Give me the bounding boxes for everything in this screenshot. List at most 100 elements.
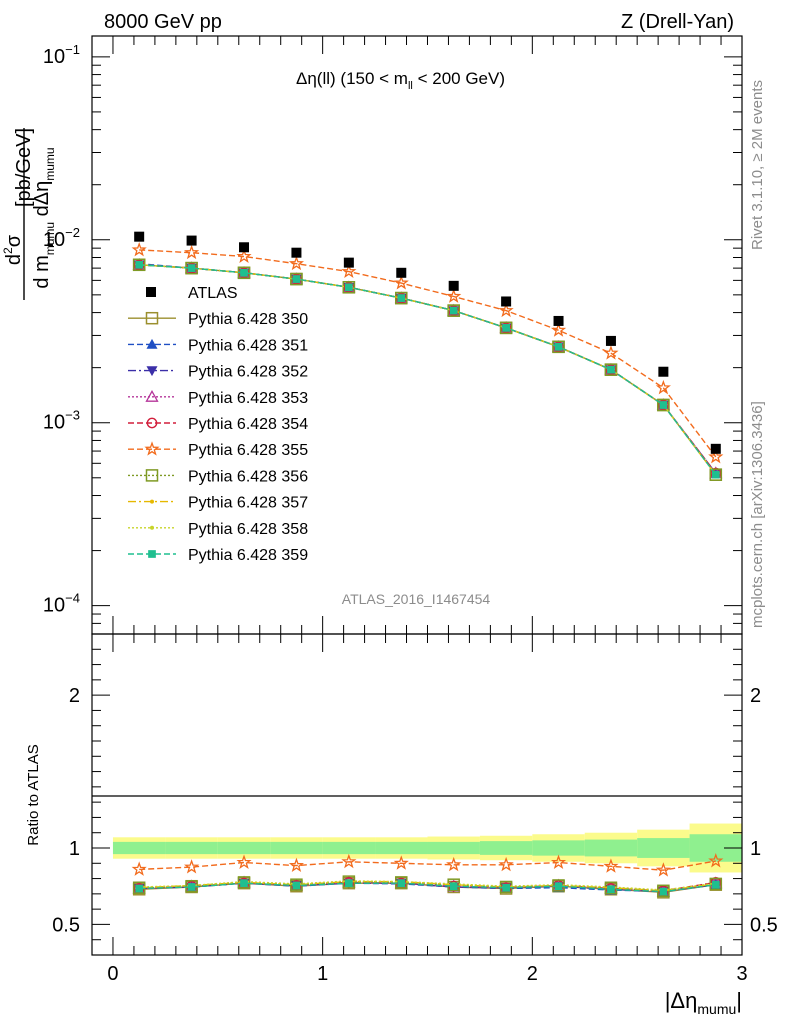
y-ratio-tick-label: 1: [69, 838, 80, 860]
series-359-ratio-point: [607, 885, 615, 894]
legend-357-label: Pythia 6.428 357: [188, 495, 308, 512]
process-label: Z (Drell-Yan): [621, 11, 734, 33]
ratio-band-inner: [112, 841, 166, 855]
ratio-band-inner: [322, 841, 376, 855]
ratio-plot-series: [131, 853, 724, 899]
y-main-tick-label: 10−2: [43, 225, 80, 251]
legend-355-marker: [144, 441, 160, 456]
legend-354-marker: [146, 417, 158, 429]
series-359-ratio-point: [345, 879, 353, 888]
legend-350-marker: [145, 311, 159, 325]
legend-356-label: Pythia 6.428 356: [188, 468, 308, 485]
mcplots-label: mcplots.cern.ch [arXiv:1306.3436]: [749, 401, 766, 628]
series-355-point: [236, 248, 252, 263]
series-354-point: [448, 305, 460, 316]
series-359-point: [397, 294, 406, 302]
series-359-ratio-point: [449, 882, 458, 891]
y-ratio-tick-label-right: 0.5: [750, 914, 778, 936]
series-359-point: [607, 365, 615, 374]
atlas-data-point: [448, 280, 459, 291]
atlas-data-point: [343, 257, 354, 268]
series-358-ratio-line: [139, 880, 716, 891]
y-ratio-tick-label-right: 1: [750, 838, 761, 860]
series-355-ratio-point: [288, 857, 305, 873]
y-ratio-tick-label: 0.5: [52, 914, 80, 936]
series-355-point: [184, 244, 200, 260]
series-355-point: [393, 275, 409, 290]
atlas-data-point: [710, 443, 721, 454]
series-359-ratio-point: [711, 880, 720, 889]
atlas-data-point: [239, 242, 250, 253]
series-359-ratio-point: [397, 879, 406, 888]
series-356-point: [709, 468, 723, 481]
ratio-band-inner: [375, 841, 428, 855]
y-axis-title-main: d2σ d mmumu dΔηmumu [pb/GeV]: [1, 128, 57, 300]
y-ratio-tick-label-right: 2: [750, 685, 761, 707]
legend-351-label: Pythia 6.428 351: [188, 337, 308, 354]
series-354-point: [657, 399, 669, 411]
atlas-data-point: [396, 267, 407, 278]
series-355-point: [603, 345, 619, 360]
atlas-data-point: [291, 247, 302, 258]
series-359-ratio-point: [292, 881, 301, 890]
series-356-point: [447, 304, 460, 317]
energy-label: 8000 GeV pp: [104, 11, 222, 33]
plot-title: Δη(ll) (150 < mll < 200 GeV): [296, 69, 505, 92]
series-356-point: [604, 363, 618, 376]
x-tick-label: 1: [317, 963, 328, 985]
legend-353-marker: [145, 389, 159, 402]
ratio-band-inner: [532, 840, 585, 856]
series-356-point: [657, 398, 670, 412]
atlas-data-point: [605, 335, 616, 346]
series-359-ratio-point: [502, 883, 510, 892]
legend-358-label: Pythia 6.428 358: [188, 521, 308, 538]
series-354-point: [500, 322, 512, 334]
legend-358-marker: [150, 525, 154, 530]
series-356-point: [552, 340, 565, 354]
legend-350-label: Pythia 6.428 350: [188, 311, 308, 328]
y-axis-title-ratio: Ratio to ATLAS: [25, 744, 42, 845]
series-355-ratio-point: [603, 858, 619, 873]
legend-marker-atlas: [146, 287, 156, 297]
ratio-band-inner: [165, 841, 218, 855]
series-359-ratio-point: [240, 879, 248, 888]
y-main-tick-label: 10−1: [43, 42, 80, 68]
series-359-point: [502, 324, 510, 332]
series-359-point: [449, 306, 458, 315]
atlas-data-point: [186, 235, 197, 246]
series-355-point: [655, 379, 671, 395]
x-tick-label: 3: [736, 963, 747, 985]
y-axis-title-units: [pb/GeV]: [13, 128, 35, 207]
series-355-point: [131, 241, 147, 257]
ratio-band-inner: [427, 841, 480, 855]
atlas-data-point: [134, 231, 145, 242]
series-354-point: [395, 292, 407, 304]
atlas-data-point: [501, 296, 512, 307]
legend-353-label: Pythia 6.428 353: [188, 390, 308, 407]
series-355-ratio-point: [446, 856, 462, 872]
ratio-band-inner: [479, 841, 533, 855]
series-354-point: [605, 364, 617, 376]
atlas-data-point: [553, 315, 564, 326]
x-axis-title: |Δηmumu|: [665, 988, 742, 1017]
series-355-point: [288, 255, 305, 271]
series-359-ratio-point: [135, 884, 144, 893]
legend-359-label: Pythia 6.428 359: [188, 547, 308, 564]
series-359-point: [711, 470, 720, 479]
series-359-point: [187, 264, 196, 272]
series-355-point: [708, 448, 724, 464]
legend-359-marker: [148, 550, 156, 558]
legend-355-label: Pythia 6.428 355: [188, 442, 308, 459]
series-355-ratio-point: [498, 856, 514, 872]
legend-352-label: Pythia 6.428 352: [188, 364, 308, 381]
x-tick-label: 2: [527, 963, 538, 985]
series-359-point: [659, 401, 668, 409]
series-359-ratio-point: [187, 883, 196, 891]
main-plot-frame: [91, 35, 743, 635]
series-359-point: [345, 283, 353, 292]
ratio-band-inner: [637, 838, 690, 858]
series-355-point: [550, 322, 567, 337]
series-355-point: [446, 288, 462, 303]
